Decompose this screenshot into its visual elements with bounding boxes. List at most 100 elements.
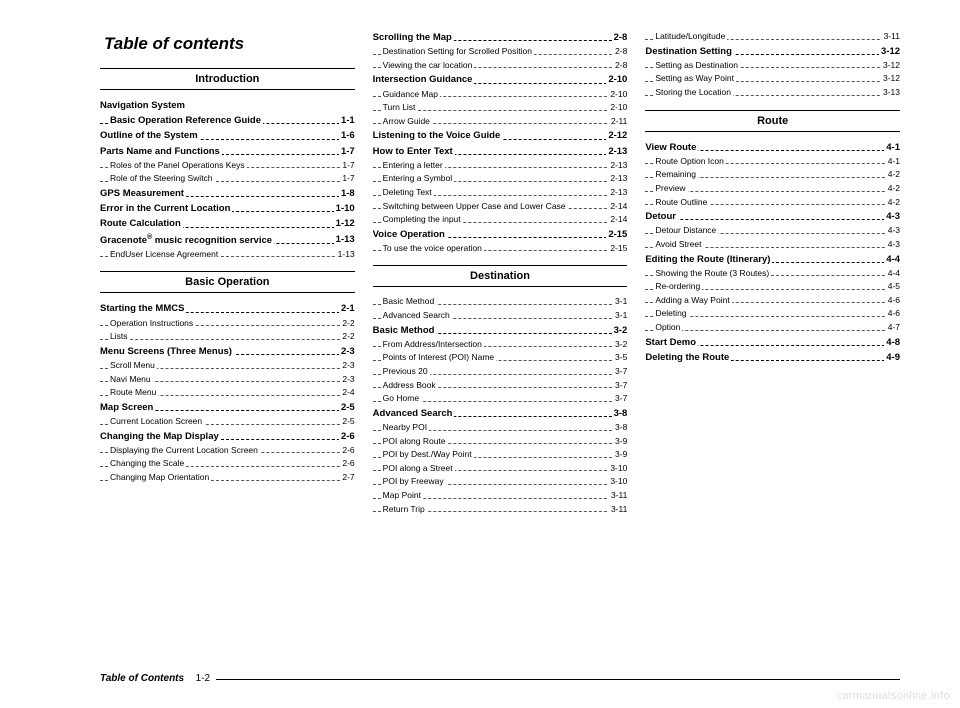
toc-page: 2-13 <box>608 172 627 186</box>
toc-entry: 3-2From Address/Intersection <box>373 338 628 352</box>
toc-label: Navi Menu <box>110 374 153 384</box>
toc-label: Error in the Current Location <box>100 203 232 214</box>
toc-entry: 4-2Route Outline <box>645 196 900 210</box>
toc-page: 3-13 <box>881 86 900 100</box>
toc-label: Changing Map Orientation <box>110 472 211 482</box>
toc-label: Destination Setting for Scrolled Positio… <box>383 46 534 56</box>
toc-entry: 4-6Adding a Way Point <box>645 294 900 308</box>
footer-rule <box>100 679 900 680</box>
toc-entry: 3-5Points of Interest (POI) Name <box>373 351 628 365</box>
toc-page: 1-8 <box>339 186 355 201</box>
toc-page: 1-1 <box>339 113 355 128</box>
toc-page: 2-14 <box>608 200 627 214</box>
toc-label: POI by Dest./Way Point <box>383 449 474 459</box>
toc-label: Previous 20 <box>383 366 430 376</box>
toc-page: 4-9 <box>884 350 900 365</box>
toc-label: Operation Instructions <box>110 318 195 328</box>
toc-page: 2-15 <box>606 227 627 242</box>
toc-page: 3-10 <box>608 462 627 476</box>
toc-label: Viewing the car location <box>383 60 475 70</box>
toc-label: Changing the Map Display <box>100 431 221 442</box>
column-2-entries: 2-8 Scrolling the Map 2-8Destination Setti… <box>373 30 628 516</box>
page-title: Table of contents <box>100 34 355 54</box>
toc-entry: 2-3Navi Menu <box>100 373 355 387</box>
columns-container: Table of contents IntroductionNavigation… <box>100 30 900 516</box>
toc-label: Storing the Location <box>655 87 733 97</box>
toc-entry: 2-8Destination Setting for Scrolled Posi… <box>373 45 628 59</box>
toc-page: 4-3 <box>884 209 900 224</box>
toc-entry: 3-1Advanced Search <box>373 309 628 323</box>
toc-label: Scrolling the Map <box>373 32 454 43</box>
toc-entry: 2-14Switching between Upper Case and Low… <box>373 200 628 214</box>
toc-page: 3-7 <box>613 365 627 379</box>
toc-label: Latitude/Longitude <box>655 31 727 41</box>
watermark: carmanualsonline.info <box>837 690 950 702</box>
toc-entry: 2-15Voice Operation <box>373 227 628 242</box>
toc-label: Parts Name and Functions <box>100 146 222 157</box>
toc-page: 2-7 <box>340 471 354 485</box>
toc-entry: 1-7Roles of the Panel Operations Keys <box>100 159 355 173</box>
toc-page: 2-4 <box>340 386 354 400</box>
toc-entry: 3-7Address Book <box>373 379 628 393</box>
toc-entry: 2-14Completing the input <box>373 213 628 227</box>
toc-page: 2-11 <box>609 115 627 129</box>
toc-label: Deleting <box>655 308 688 318</box>
toc-label: Route Option Icon <box>655 156 726 166</box>
column-1-entries: IntroductionNavigation System1-1Basic Op… <box>100 68 355 485</box>
column-2: 2-8 Scrolling the Map 2-8Destination Setti… <box>373 30 628 516</box>
toc-page: 4-2 <box>886 168 900 182</box>
toc-page: 4-5 <box>886 280 900 294</box>
toc-page: 3-12 <box>881 72 900 86</box>
toc-label: Basic Method <box>383 296 437 306</box>
toc-page: 3-9 <box>613 448 627 462</box>
toc-label: Map Screen <box>100 402 155 413</box>
toc-label: Showing the Route (3 Routes) <box>655 268 771 278</box>
toc-entry: 3-7 Previous 20 <box>373 365 628 379</box>
toc-entry: 3-8Advanced Search <box>373 406 628 421</box>
toc-entry: 3-13 Storing the Location <box>645 86 900 100</box>
toc-page: 2-3 <box>339 344 355 359</box>
toc-entry: 2-10Intersection Guidance <box>373 72 628 87</box>
toc-entry: 2-10Guidance Map <box>373 88 628 102</box>
column-3-entries: 3-11Latitude/Longitude3-12Destination Se… <box>645 30 900 365</box>
toc-page: 2-8 <box>613 59 627 73</box>
toc-label: Current Location Screen <box>110 416 204 426</box>
toc-label: Role of the Steering Switch <box>110 173 215 183</box>
toc-page: 3-8 <box>613 421 627 435</box>
toc-label: Points of Interest (POI) Name <box>383 352 496 362</box>
toc-page: 3-12 <box>881 59 900 73</box>
page-footer: Table of Contents 1-2 <box>100 673 900 684</box>
column-3: 3-11Latitude/Longitude3-12Destination Se… <box>645 30 900 516</box>
toc-entry: 2-15To use the voice operation <box>373 242 628 256</box>
toc-page: 4-1 <box>884 140 900 155</box>
toc-label: Starting the MMCS <box>100 303 186 314</box>
toc-label: Basic Method <box>373 325 437 336</box>
toc-page: 3-7 <box>613 392 627 406</box>
toc-label: EndUser License Agreement <box>110 249 220 259</box>
toc-entry: Navigation System <box>100 98 355 113</box>
toc-entry: 2-2Operation Instructions <box>100 317 355 331</box>
toc-entry: 4-7Option <box>645 321 900 335</box>
toc-entry: 4-3Detour Distance <box>645 224 900 238</box>
toc-entry: 2-11 Arrow Guide <box>373 115 628 129</box>
toc-page: 4-1 <box>886 155 900 169</box>
toc-label: Setting as Destination <box>655 60 740 70</box>
toc-page: 1-6 <box>339 128 355 143</box>
toc-entry: 2-3Scroll Menu <box>100 359 355 373</box>
toc-page: 2-12 <box>606 128 627 143</box>
toc-label: Displaying the Current Location Screen <box>110 445 260 455</box>
section-header: Destination <box>373 265 628 287</box>
toc-entry: 3-9 POI by Dest./Way Point <box>373 448 628 462</box>
toc-entry: 4-4Showing the Route (3 Routes) <box>645 267 900 281</box>
toc-entry: 1-13EndUser License Agreement <box>100 248 355 262</box>
toc-label: Arrow Guide <box>383 116 432 126</box>
toc-label: Guidance Map <box>383 89 440 99</box>
toc-page: 3-2 <box>613 338 627 352</box>
toc-page: 2-5 <box>339 400 355 415</box>
toc-page: 4-2 <box>886 196 900 210</box>
toc-page: 2-10 <box>606 72 627 87</box>
toc-page: 2-3 <box>340 359 354 373</box>
toc-page: 4-4 <box>884 252 900 267</box>
toc-label: POI along Route <box>383 436 448 446</box>
footer-label: Table of Contents 1-2 <box>100 673 216 684</box>
